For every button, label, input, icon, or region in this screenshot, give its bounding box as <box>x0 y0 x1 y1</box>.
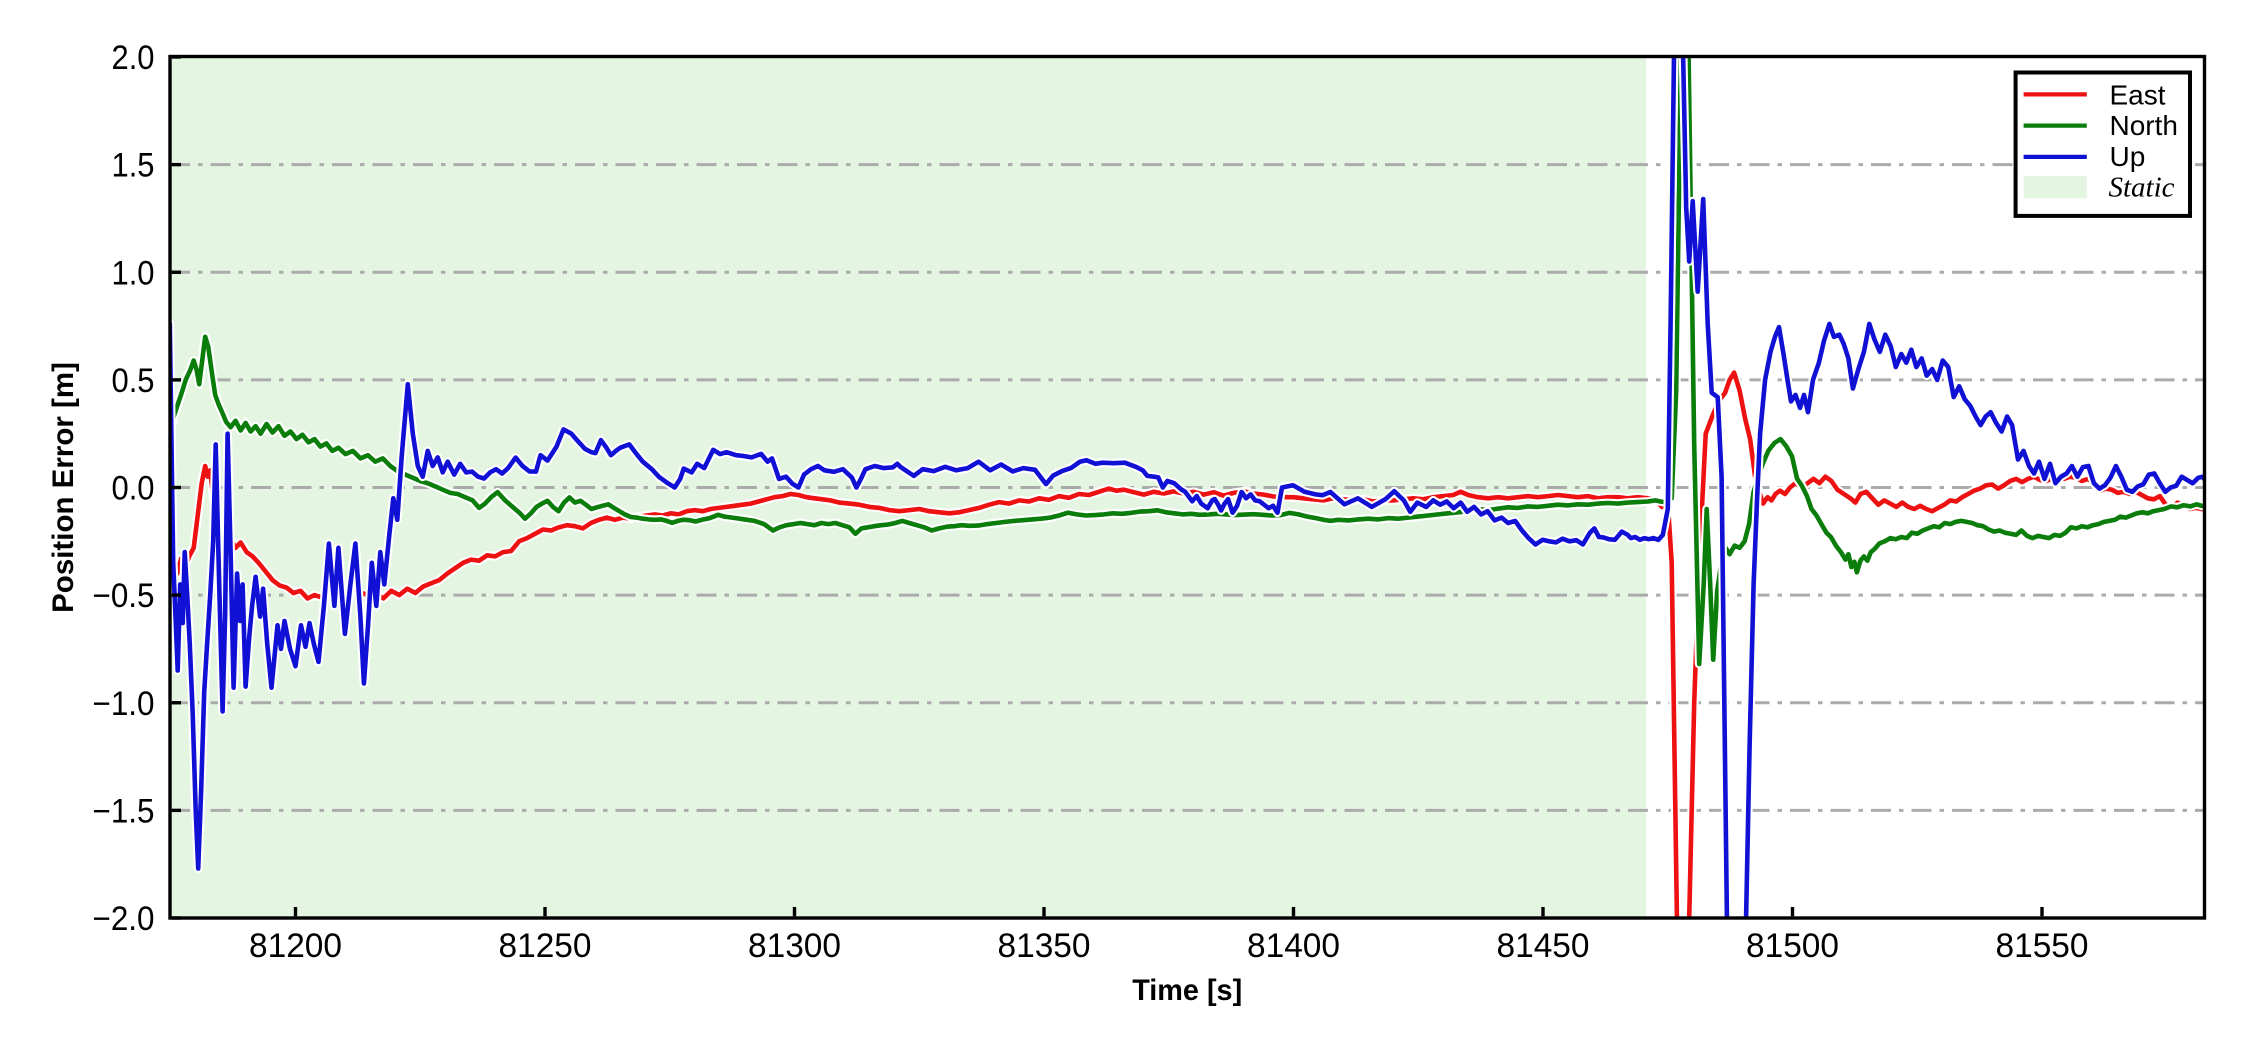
svg-text:−2.0: −2.0 <box>93 900 155 938</box>
svg-text:81350: 81350 <box>998 927 1091 965</box>
svg-text:0.0: 0.0 <box>112 470 155 508</box>
svg-text:81450: 81450 <box>1497 927 1590 965</box>
svg-text:Static: Static <box>2109 172 2175 204</box>
svg-text:East: East <box>2110 79 2166 110</box>
svg-text:81250: 81250 <box>499 927 592 965</box>
svg-text:81200: 81200 <box>249 927 342 965</box>
svg-text:81500: 81500 <box>1746 927 1839 965</box>
svg-text:81400: 81400 <box>1247 927 1340 965</box>
svg-text:Time [s]: Time [s] <box>1132 974 1242 1007</box>
svg-text:81300: 81300 <box>748 927 841 965</box>
svg-text:−0.5: −0.5 <box>93 577 155 615</box>
svg-text:81550: 81550 <box>1996 927 2089 965</box>
svg-text:Position Error [m]: Position Error [m] <box>47 362 80 613</box>
svg-text:North: North <box>2110 110 2178 141</box>
svg-text:−1.0: −1.0 <box>93 685 155 723</box>
svg-text:1.5: 1.5 <box>112 147 155 185</box>
svg-text:Up: Up <box>2110 141 2146 172</box>
svg-text:2.0: 2.0 <box>112 39 155 77</box>
svg-text:1.0: 1.0 <box>112 254 155 292</box>
svg-text:−1.5: −1.5 <box>93 792 155 830</box>
svg-text:0.5: 0.5 <box>112 362 155 400</box>
